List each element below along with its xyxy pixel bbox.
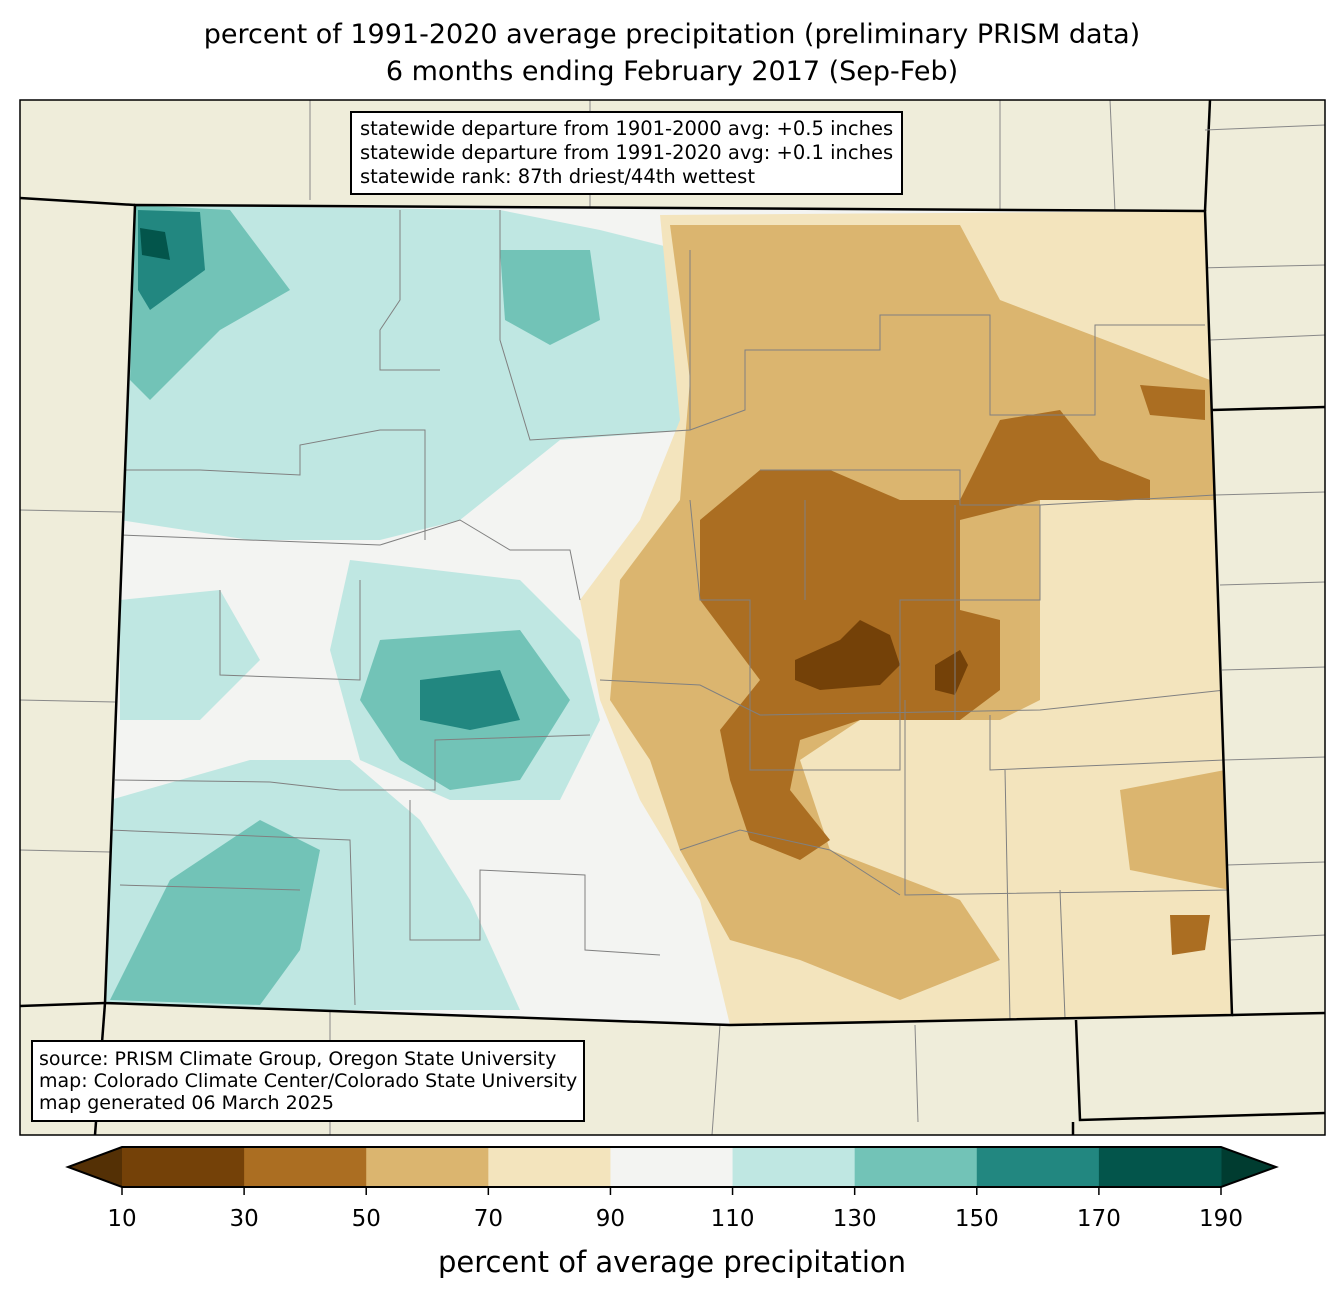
credits-source: source: PRISM Climate Group, Oregon Stat… — [39, 1048, 557, 1070]
colorbar-bin — [366, 1147, 489, 1187]
colorbar-tick-label: 170 — [1076, 1206, 1121, 1232]
region-130-150 — [500, 250, 600, 345]
map-title-line2: 6 months ending February 2017 (Sep-Feb) — [385, 56, 959, 87]
colorbar-bin — [732, 1147, 856, 1187]
region-170-190 — [140, 228, 170, 260]
colorbar-bin — [976, 1147, 1100, 1187]
colorbar-tick-label: 190 — [1199, 1206, 1243, 1232]
colorbar-bin — [122, 1147, 245, 1187]
colorbar — [65, 1146, 1279, 1195]
map-frame — [19, 99, 1326, 1136]
map-title-line1: percent of 1991-2020 average precipitati… — [203, 19, 1141, 50]
colorbar-tick-label: 50 — [351, 1206, 381, 1232]
stats-departure-1991-2020: statewide departure from 1991-2020 avg: … — [360, 141, 894, 164]
region-50-70 — [1120, 770, 1230, 890]
statewide-stats-box: statewide departure from 1901-2000 avg: … — [350, 111, 904, 195]
colorbar-bin — [610, 1147, 734, 1187]
colorbar-bin — [488, 1147, 611, 1187]
county-lines — [109, 210, 1231, 1021]
precipitation-field — [105, 205, 1232, 1025]
region-10-30 — [795, 620, 900, 690]
colorbar-under-arrow — [68, 1147, 122, 1187]
credits-box: source: PRISM Climate Group, Oregon Stat… — [31, 1040, 586, 1122]
region-30-50 — [1170, 915, 1210, 955]
colorbar-bin — [1098, 1147, 1222, 1187]
colorbar-tick-label: 90 — [595, 1206, 626, 1232]
region-10-30 — [935, 650, 968, 695]
stats-rank: statewide rank: 87th driest/44th wettest — [360, 165, 755, 188]
colorbar-tick-label: 70 — [473, 1206, 503, 1232]
colorbar-tick-label: 30 — [229, 1206, 259, 1232]
colorbar-tick-label: 10 — [107, 1206, 137, 1232]
region-110-130 — [120, 590, 260, 720]
neighbor-state-borders — [19, 99, 1326, 1136]
region-30-50 — [1140, 385, 1205, 420]
colorado-state-outline — [103, 203, 1234, 1027]
colorbar-title: percent of average precipitation — [437, 1245, 907, 1279]
colorbar-tick-label: 110 — [710, 1206, 755, 1232]
colorbar-bin — [244, 1147, 367, 1187]
colorbar-over-arrow — [1221, 1147, 1276, 1187]
region-30-50 — [700, 410, 1150, 860]
credits-map: map: Colorado Climate Center/Colorado St… — [39, 1070, 578, 1092]
stats-departure-1901-2000: statewide departure from 1901-2000 avg: … — [360, 117, 894, 140]
credits-generated: map generated 06 March 2025 — [39, 1092, 334, 1114]
colorbar-tick-label: 150 — [954, 1206, 999, 1232]
colorbar-bin — [854, 1147, 978, 1187]
colorbar-tick-label: 130 — [832, 1206, 877, 1232]
region-130-150 — [110, 820, 320, 1005]
region-150-170 — [420, 670, 520, 730]
